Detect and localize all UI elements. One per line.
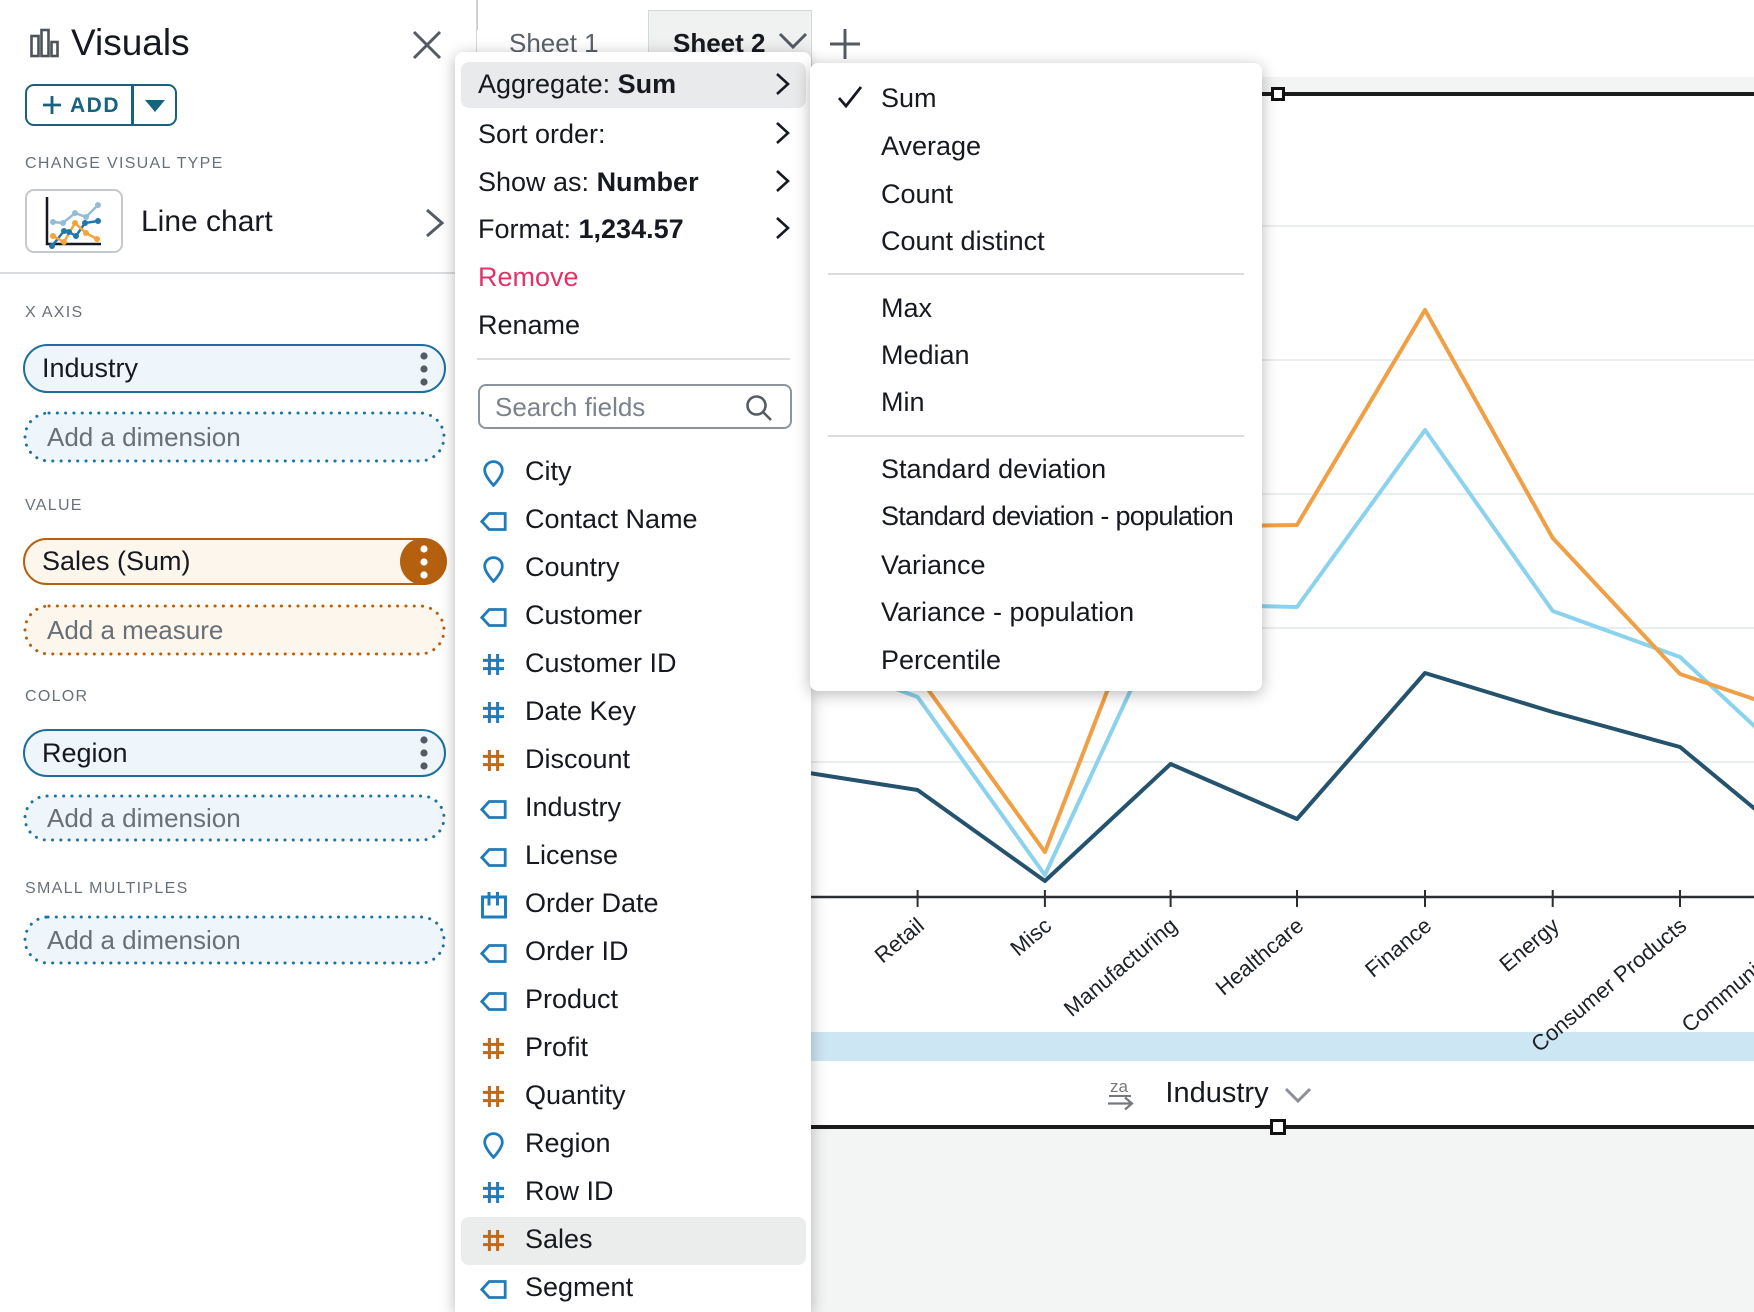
svg-text:Misc: Misc bbox=[1005, 913, 1056, 961]
svg-text:Energy: Energy bbox=[1494, 913, 1563, 977]
svg-text:Manufacturing: Manufacturing bbox=[1059, 913, 1182, 1022]
svg-text:Finance: Finance bbox=[1360, 913, 1436, 982]
svg-text:Healthcare: Healthcare bbox=[1211, 913, 1309, 1001]
svg-text:Industry: Industry bbox=[1165, 1077, 1269, 1109]
svg-text:Retail: Retail bbox=[870, 913, 929, 968]
svg-text:za: za bbox=[1110, 1077, 1129, 1096]
